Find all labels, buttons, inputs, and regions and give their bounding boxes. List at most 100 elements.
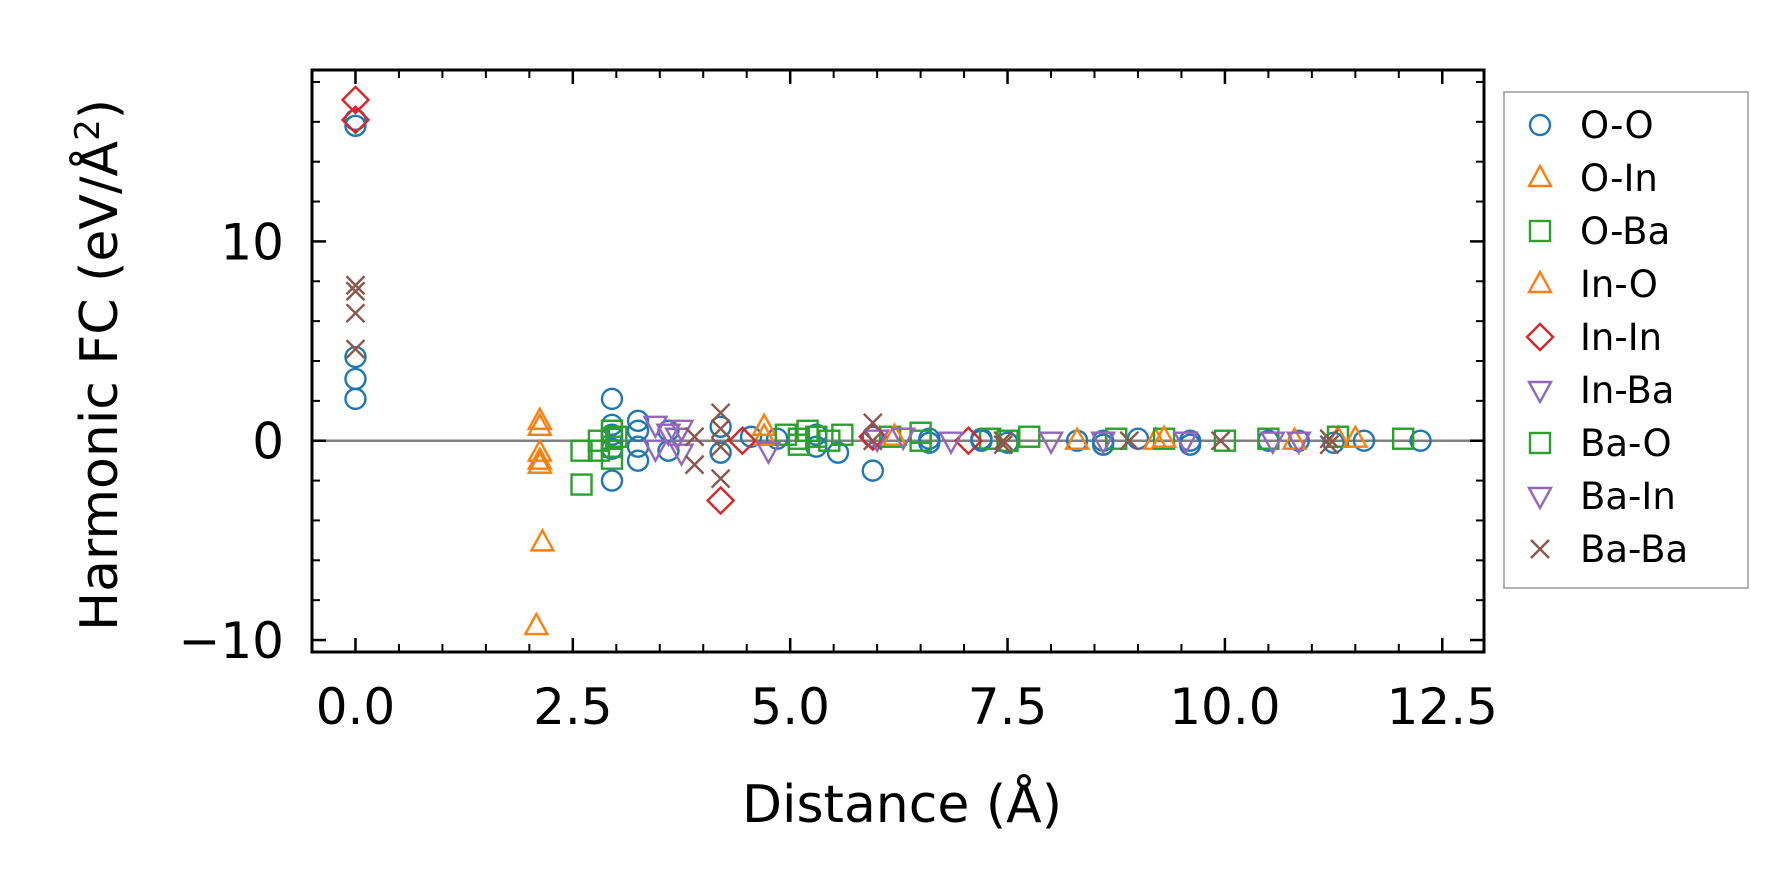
point-in-in [727,426,758,456]
point-o-in [1281,426,1308,450]
point-o-in [526,450,553,474]
point-o-o [739,425,763,448]
point-in-in [340,85,371,115]
point-o-in [526,438,553,462]
point-ba-ba [710,468,731,489]
legend-marker-o-in [1526,163,1554,188]
point-o-ba [796,419,819,442]
point-o-ba [1018,425,1041,448]
point-in-ba [1172,431,1199,456]
point-o-o [709,415,732,438]
x-tick-label: 7.5 [968,678,1048,736]
legend-marker-in-ba [1526,380,1554,405]
y-tick-label: −10 [178,612,284,670]
legend-marker-o-ba [1528,219,1552,243]
legend-label-in-o: In-O [1580,263,1658,306]
point-ba-ba [1319,434,1340,455]
point-o-in [1064,426,1091,450]
point-o-in [751,412,778,436]
point-ba-ba [710,418,731,439]
point-o-in [526,412,553,436]
y-axis-title-main: Harmonic FC (eV/Å [68,140,130,631]
point-ba-ba [993,434,1014,455]
point-ba-in [664,427,691,452]
x-tick-label: 10.0 [1169,678,1280,736]
point-ba-ba [862,412,883,433]
legend-marker-ba-ba [1530,539,1550,559]
series-o-in [523,406,1351,636]
legend-label-o-in: O-In [1580,157,1658,200]
point-in-ba [755,441,782,466]
point-o-o [344,108,367,132]
y-tick-label: 10 [220,213,284,271]
y-axis-title-superscript: 2 [68,119,108,141]
point-in-ba [938,431,965,456]
point-o-o [344,114,367,138]
plot-frame [310,68,1486,654]
point-in-o [881,422,908,446]
x-tick-label: 5.0 [750,678,830,736]
point-in-in [705,485,736,516]
point-o-o [1352,429,1376,452]
point-o-ba [570,473,593,496]
legend-label-o-o: O-O [1580,104,1654,147]
x-tick-label: 0.0 [316,678,396,736]
point-ba-o [605,425,628,448]
point-o-o [709,441,732,464]
point-ba-ba [345,339,366,359]
point-in-o [1342,424,1369,448]
point-ba-ba [1210,430,1231,451]
point-o-o [626,419,650,442]
y-tick-label: 0 [252,413,284,471]
point-o-ba [818,429,841,452]
legend-marker-ba-in [1526,486,1554,511]
point-o-in [751,422,778,446]
point-in-in [340,105,371,135]
legend-label-ba-in: Ba-In [1580,475,1676,518]
legend-label-ba-o: Ba-O [1580,422,1672,465]
point-in-ba [642,415,669,440]
point-ba-in [1259,431,1286,456]
legend-label-in-in: In-In [1580,316,1662,359]
point-o-ba [1391,427,1415,450]
point-in-o [1151,424,1178,448]
point-o-ba [1213,429,1237,452]
point-o-o [344,367,367,391]
point-o-o [344,387,367,411]
point-ba-ba [1119,430,1140,451]
point-ba-ba [345,303,366,324]
legend-marker-ba-o [1528,431,1552,455]
series-o-ba [570,419,1415,496]
series-in-o [881,422,1369,448]
point-ba-in [1285,431,1312,456]
point-ba-o [831,423,854,446]
point-ba-ba [1319,428,1340,449]
point-o-o [600,387,624,411]
point-o-o [344,345,367,369]
legend-marker-o-o [1528,113,1552,137]
point-o-ba [587,439,611,462]
point-o-o [600,469,624,492]
point-o-o [861,459,884,482]
point-ba-ba [862,430,883,451]
x-axis-title: Distance (Å) [742,773,1062,835]
point-ba-ba [345,275,366,296]
point-o-ba [600,447,624,470]
point-o-o [826,441,850,464]
point-o-ba [805,425,828,448]
point-o-o [861,425,884,448]
point-o-o [1409,429,1432,452]
point-ba-ba [684,454,705,475]
series-ba-o [605,423,1019,452]
y-axis-title-close: ) [70,99,130,119]
point-in-ba [655,423,682,448]
legend-label-ba-ba: Ba-Ba [1580,528,1688,571]
point-o-in [529,527,556,552]
point-o-in [526,406,553,430]
point-in-ba [1037,431,1065,456]
point-o-in [523,611,550,636]
point-o-ba [787,433,811,456]
point-in-ba [642,439,669,464]
point-o-ba [909,429,932,452]
legend: O-O O-In O-Ba In-O In-In In-Ba Ba-O Ba-In Ba-Ba [1503,91,1749,589]
